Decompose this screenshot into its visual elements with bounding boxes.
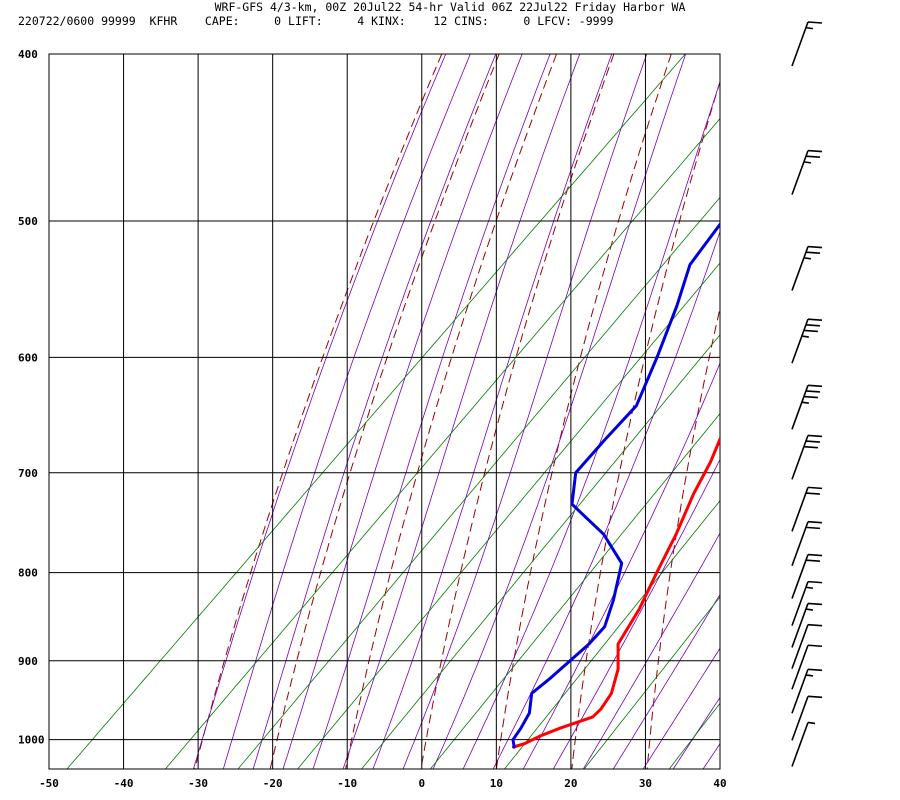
x-tick-label: 10 xyxy=(490,777,503,790)
moist-adiabat-line xyxy=(282,54,523,769)
mixing-ratio-line xyxy=(750,54,900,769)
chart-title: WRF-GFS 4/3-km, 00Z 20Jul22 54-hr Valid … xyxy=(214,0,686,14)
y-tick-label: 500 xyxy=(18,215,38,228)
wind-barb xyxy=(791,520,823,567)
y-tick-label: 900 xyxy=(18,655,38,668)
y-tick-label: 1000 xyxy=(18,734,45,747)
sounding-traces xyxy=(511,221,720,749)
wind-barb xyxy=(791,721,816,767)
wind-barb xyxy=(791,384,823,430)
dry-adiabat-line xyxy=(495,54,672,769)
y-tick-label: 800 xyxy=(18,567,38,580)
wind-barb xyxy=(791,580,823,626)
x-tick-label: -30 xyxy=(188,777,208,790)
mixing-ratio-line xyxy=(165,118,720,769)
mixing-ratio-line xyxy=(583,596,720,769)
moist-adiabat-line xyxy=(552,458,720,769)
wind-barb xyxy=(791,644,823,690)
x-tick-label: -50 xyxy=(39,777,59,790)
wind-barb xyxy=(791,602,823,648)
wind-barb xyxy=(791,434,823,480)
moist-adiabat-line xyxy=(672,696,720,769)
mixing-ratio-line xyxy=(66,54,686,769)
moist-adiabat-line xyxy=(612,593,720,769)
moist-adiabat-line xyxy=(312,54,551,769)
moist-adiabat-line xyxy=(192,54,447,769)
mixing-ratio-line xyxy=(237,196,720,769)
wind-barb xyxy=(791,245,823,291)
x-tick-label: 30 xyxy=(639,777,652,790)
dry-adiabat-line xyxy=(345,54,557,769)
dry-adiabat-line xyxy=(420,54,615,769)
sounding-stats-line: 220722/0600 99999 KFHR CAPE: 0 LIFT: 4 K… xyxy=(18,14,614,28)
wind-barb xyxy=(791,149,823,195)
dewpoint-trace xyxy=(511,221,720,749)
wind-barb xyxy=(791,695,823,741)
moist-adiabat-line xyxy=(372,54,613,769)
mixing-ratio-line xyxy=(504,500,720,769)
moist-adiabat-line xyxy=(402,54,648,769)
mixing-ratio-line xyxy=(430,413,720,769)
x-tick-label: -40 xyxy=(114,777,134,790)
moist-adiabat-line xyxy=(222,54,471,769)
moist-adiabat-line xyxy=(342,54,581,769)
dry-adiabat-line xyxy=(723,54,844,769)
x-tick-label: 20 xyxy=(564,777,577,790)
dry-adiabat-line xyxy=(571,80,720,769)
background-lines xyxy=(66,54,900,769)
dry-adiabat-line xyxy=(873,54,900,769)
moist-adiabat-line xyxy=(492,230,720,769)
wind-barb xyxy=(791,668,823,714)
y-tick-label: 600 xyxy=(18,351,38,364)
moist-adiabat-line xyxy=(522,362,720,769)
y-tick-label: 400 xyxy=(18,48,38,61)
moist-adiabat-line xyxy=(252,54,497,769)
dry-adiabat-line xyxy=(646,306,720,769)
moist-adiabat-line xyxy=(432,54,687,769)
wind-barb xyxy=(791,553,823,599)
wind-barb xyxy=(791,318,823,364)
mixing-ratio-line xyxy=(668,702,720,769)
wind-barbs xyxy=(791,21,823,767)
axis-tick-labels: 400 500 600 700 800 900 1000 -50 -40 -30 -20 -10 0 10… xyxy=(18,48,727,790)
grid xyxy=(48,53,721,770)
x-tick-label: 40 xyxy=(713,777,726,790)
wind-barb xyxy=(791,623,823,669)
wind-barb xyxy=(791,21,823,67)
mixing-ratio-line xyxy=(361,334,720,769)
dry-adiabat-line xyxy=(269,54,500,769)
moist-adiabat-line xyxy=(642,647,720,769)
y-tick-label: 700 xyxy=(18,467,38,480)
moist-adiabat-line xyxy=(462,80,720,769)
wind-barb xyxy=(791,486,823,532)
moist-adiabat-line xyxy=(582,532,720,769)
x-tick-label: -10 xyxy=(337,777,357,790)
dry-adiabat-line xyxy=(798,54,900,769)
dry-adiabat-line xyxy=(194,54,443,769)
mixing-ratio-line xyxy=(297,262,720,769)
temperature-trace xyxy=(511,435,720,749)
x-tick-label: 0 xyxy=(418,777,425,790)
x-tick-label: -20 xyxy=(263,777,283,790)
